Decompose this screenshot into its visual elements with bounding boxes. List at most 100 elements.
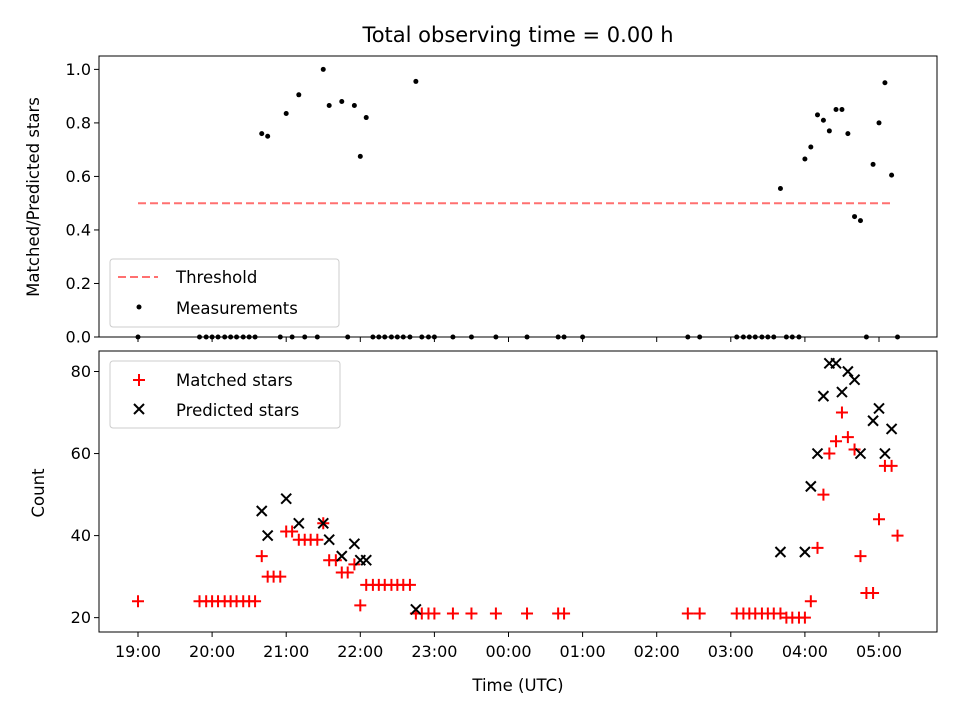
top-y-tick-label: 1.0 — [66, 60, 91, 79]
x-tick-label: 21:00 — [263, 642, 309, 661]
predicted-star-point — [336, 550, 348, 562]
measurement-point — [870, 161, 876, 167]
top-y-tick-label: 0.2 — [66, 274, 91, 293]
measurement-point — [339, 98, 345, 104]
measurement-point — [802, 156, 808, 162]
legend-measurements-label: Measurements — [176, 299, 298, 318]
predicted-star-point — [885, 423, 898, 435]
legend-threshold-label: Threshold — [175, 268, 257, 287]
matched-star-point — [558, 607, 571, 620]
bottom-axes-frame — [98, 350, 938, 633]
predicted-star-point — [873, 402, 885, 415]
top-y-axis-label: Matched/Predicted stars — [24, 97, 43, 297]
predicted-star-point — [842, 365, 854, 378]
measurement-point — [845, 131, 851, 137]
matched-star-point — [249, 595, 262, 608]
matched-star-point — [848, 443, 861, 456]
predicted-star-point — [317, 517, 329, 529]
matched-star-point — [867, 587, 880, 600]
predicted-star-point — [410, 603, 422, 616]
measurement-point — [839, 107, 845, 113]
top-y-tick-label: 0.6 — [66, 167, 91, 186]
measurement-point — [876, 120, 882, 126]
matched-star-point — [811, 541, 824, 554]
matched-star-point — [311, 533, 324, 546]
measurement-point — [413, 78, 419, 84]
matched-star-point — [693, 607, 706, 620]
predicted-star-point — [774, 546, 787, 558]
x-tick-label: 05:00 — [856, 642, 902, 661]
matched-star-point — [798, 611, 811, 624]
matched-star-point — [132, 595, 144, 608]
predicted-star-point — [805, 480, 817, 493]
matched-star-point — [891, 529, 904, 542]
predicted-star-point — [817, 390, 830, 402]
legend-measurements-swatch — [136, 304, 142, 310]
bottom-legend: Matched stars Predicted stars — [109, 360, 341, 429]
measurement-point — [363, 115, 369, 121]
x-tick-label: 20:00 — [189, 642, 235, 661]
predicted-star-point — [261, 529, 274, 542]
measurement-point — [833, 107, 839, 113]
measurement-point — [882, 80, 888, 86]
measurement-point — [820, 117, 826, 123]
matched-star-point — [521, 607, 534, 620]
predicted-star-point — [836, 386, 848, 398]
measurement-point — [814, 112, 820, 118]
matched-star-point — [403, 578, 416, 591]
predicted-star-point — [280, 492, 292, 505]
matched-star-point — [823, 447, 836, 460]
x-tick-label: 03:00 — [708, 642, 754, 661]
bottom-y-tick-label: 40 — [71, 526, 91, 545]
predicted-star-point — [799, 546, 811, 558]
x-tick-label: 22:00 — [337, 642, 383, 661]
measurement-point — [889, 172, 895, 178]
matched-star-point — [841, 431, 854, 444]
measurement-point — [351, 103, 357, 109]
bottom-y-tick-label: 20 — [71, 608, 91, 627]
matched-star-point — [354, 599, 367, 612]
predicted-star-point — [323, 533, 335, 546]
matched-star-point — [885, 459, 898, 472]
measurement-point — [259, 131, 265, 137]
measurement-point — [296, 92, 302, 98]
predicted-star-point — [867, 415, 879, 427]
matched-star-point — [489, 607, 502, 620]
predicted-star-point — [854, 447, 867, 460]
predicted-star-point — [293, 517, 305, 529]
legend-matched-swatch — [133, 374, 145, 386]
measurement-point — [852, 214, 858, 220]
top-legend: Threshold Measurements — [109, 258, 340, 328]
matched-star-point — [681, 607, 694, 620]
top-y-tick-label: 0.0 — [66, 328, 91, 347]
bottom-y-axis-label: Count — [29, 468, 48, 518]
matched-star-point — [854, 550, 867, 563]
predicted-star-point — [830, 357, 842, 370]
bottom-y-tick-label: 60 — [71, 444, 91, 463]
x-tick-label: 01:00 — [560, 642, 606, 661]
measurement-point — [777, 185, 783, 191]
top-y-tick-label: 0.4 — [66, 220, 91, 239]
predicted-star-point — [348, 538, 361, 550]
x-tick-label: 04:00 — [782, 642, 828, 661]
matched-star-point — [804, 595, 817, 608]
matched-star-point — [274, 570, 287, 583]
matched-star-point — [830, 435, 843, 448]
matched-star-point — [465, 607, 478, 620]
x-axis-label: Time (UTC) — [471, 676, 563, 695]
predicted-star-point — [811, 447, 824, 460]
measurement-point — [326, 103, 332, 109]
top-axes-frame — [98, 55, 938, 338]
measurement-point — [857, 218, 863, 224]
measurement-point — [320, 66, 326, 72]
predicted-star-point — [848, 374, 861, 386]
matched-star-point — [817, 488, 830, 501]
matched-star-point — [255, 550, 268, 563]
legend-matched-label: Matched stars — [176, 371, 293, 390]
predicted-star-point — [360, 554, 372, 566]
legend-predicted-label: Predicted stars — [176, 401, 299, 420]
matched-star-point — [873, 513, 885, 526]
measurement-point — [357, 153, 363, 159]
matched-star-point — [348, 558, 361, 571]
